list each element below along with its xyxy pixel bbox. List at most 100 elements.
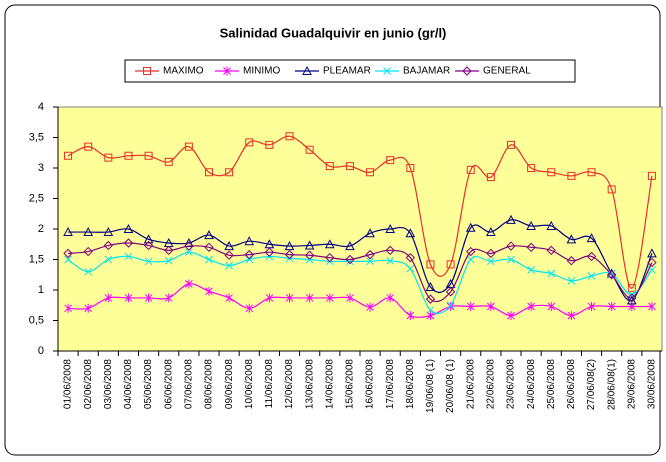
marker xyxy=(385,245,395,256)
x-tick-label: 11/06/2008 xyxy=(264,359,275,409)
marker xyxy=(346,293,354,303)
x-tick-label: 10/06/2008 xyxy=(244,359,255,409)
marker xyxy=(184,142,193,151)
marker xyxy=(123,238,134,248)
marker xyxy=(83,226,94,237)
y-tick-label: 2,5 xyxy=(29,192,44,204)
marker xyxy=(425,294,436,304)
marker xyxy=(144,257,153,266)
marker xyxy=(527,301,535,311)
x-tick-label: 12/06/2008 xyxy=(284,359,295,409)
marker xyxy=(184,241,194,251)
marker xyxy=(386,293,395,303)
marker xyxy=(325,293,334,303)
marker xyxy=(406,264,415,273)
marker xyxy=(425,281,436,291)
marker xyxy=(507,140,515,149)
marker xyxy=(324,239,335,249)
chart-title: Salinidad Guadalquivir en junio (gr/l) xyxy=(220,25,447,40)
marker xyxy=(124,252,133,261)
marker xyxy=(345,241,355,251)
marker xyxy=(487,257,495,266)
marker xyxy=(386,256,395,265)
marker xyxy=(648,301,656,311)
x-tick-label: 05/06/2008 xyxy=(143,359,154,409)
marker xyxy=(205,168,213,177)
marker xyxy=(325,252,335,263)
marker xyxy=(164,293,173,303)
marker xyxy=(143,67,151,75)
x-tick-label: 23/06/2008 xyxy=(506,359,517,409)
marker xyxy=(567,311,576,321)
marker xyxy=(104,255,113,264)
marker xyxy=(647,257,657,268)
marker xyxy=(547,301,556,311)
x-tick-label: 09/06/2008 xyxy=(224,359,235,409)
marker xyxy=(445,287,456,297)
marker xyxy=(205,286,213,296)
marker xyxy=(587,301,596,311)
marker xyxy=(566,234,577,244)
marker xyxy=(586,251,597,262)
plot-area xyxy=(57,106,663,352)
marker xyxy=(123,223,134,233)
x-tick-label: 02/06/2008 xyxy=(83,359,94,409)
x-tick-label: 04/06/2008 xyxy=(123,359,134,409)
marker xyxy=(245,138,254,147)
marker xyxy=(264,247,275,257)
marker xyxy=(365,249,375,260)
marker xyxy=(487,301,495,311)
marker xyxy=(507,311,515,321)
marker xyxy=(185,248,193,257)
marker xyxy=(606,270,617,280)
marker xyxy=(225,261,233,270)
y-tick-label: 0 xyxy=(38,345,44,357)
marker xyxy=(164,256,173,265)
marker xyxy=(245,303,254,313)
marker xyxy=(607,185,616,194)
marker xyxy=(406,164,415,172)
marker xyxy=(587,272,596,280)
marker xyxy=(366,302,374,312)
series-line xyxy=(68,283,652,318)
marker xyxy=(325,162,334,171)
marker xyxy=(627,293,637,303)
marker xyxy=(245,255,254,264)
y-tick-label: 1 xyxy=(38,284,44,296)
marker xyxy=(144,151,153,160)
x-tick-label: 21/06/2008 xyxy=(465,359,476,409)
marker xyxy=(302,65,312,75)
marker xyxy=(366,257,374,266)
marker xyxy=(466,255,475,264)
marker xyxy=(462,66,472,76)
y-tick-label: 2 xyxy=(38,223,44,235)
marker xyxy=(506,214,516,224)
marker xyxy=(607,301,616,311)
marker xyxy=(124,293,133,303)
y-tick-label: 3 xyxy=(38,162,44,174)
marker xyxy=(647,171,656,180)
marker xyxy=(124,151,133,160)
marker xyxy=(84,267,93,276)
marker xyxy=(547,168,556,177)
series-line xyxy=(68,242,653,303)
marker xyxy=(224,250,234,260)
marker xyxy=(426,311,435,321)
marker xyxy=(486,226,496,237)
marker xyxy=(164,157,173,166)
marker xyxy=(284,249,295,260)
marker xyxy=(506,241,516,251)
y-tick-label: 0,5 xyxy=(29,314,44,326)
marker xyxy=(567,171,576,180)
legend-label: MINIMO xyxy=(243,66,280,77)
marker xyxy=(225,168,234,177)
marker xyxy=(507,255,515,264)
marker xyxy=(627,291,636,299)
marker xyxy=(103,240,114,251)
x-tick-label: 25/06/2008 xyxy=(546,359,557,409)
marker xyxy=(446,301,455,311)
marker xyxy=(586,233,597,243)
marker xyxy=(465,222,476,232)
